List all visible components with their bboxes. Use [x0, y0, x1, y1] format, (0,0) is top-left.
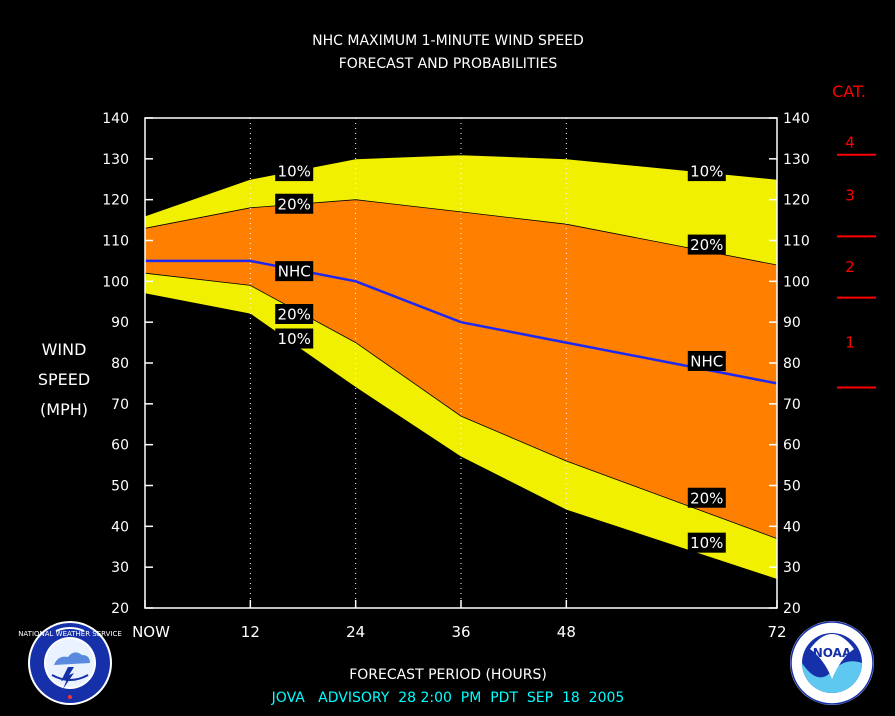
- y-tick-label-left-60: 60: [111, 438, 129, 454]
- band-label-box-5: [687, 161, 726, 182]
- band-label-1: 20%: [275, 193, 314, 214]
- category-label-3: 3: [845, 187, 855, 205]
- band-labels: 10% 20% NHC 20% 10% 10% 20% NHC 20% 10%: [275, 161, 726, 553]
- band-label-4: 10%: [275, 328, 314, 349]
- band-label-text-3: 20%: [278, 306, 311, 324]
- y-tick-label-right-20: 20: [783, 601, 801, 617]
- band-label-2: NHC: [275, 261, 314, 282]
- y-tick-label-left-140: 140: [102, 111, 129, 127]
- y-tick-label-left-90: 90: [111, 315, 129, 331]
- x-tick-label-48: 48: [557, 623, 576, 641]
- y-tick-label-left-70: 70: [111, 397, 129, 413]
- y-tick-label-right-80: 80: [783, 356, 801, 372]
- band-label-text-0: 10%: [278, 163, 311, 181]
- category-title: CAT.: [832, 82, 866, 101]
- y-tick-label-right-90: 90: [783, 315, 801, 331]
- band-label-text-1: 20%: [278, 195, 311, 213]
- band-label-box-1: [275, 193, 314, 214]
- band-label-5: 10%: [687, 161, 726, 182]
- x-tick-label-12: 12: [241, 623, 260, 641]
- band-label-box-9: [687, 532, 726, 553]
- y-axis-left: 20 30 40 50 60 70 80 90 100 110 120 130 140: [102, 111, 153, 617]
- y-axis-label-line-1: WIND: [42, 340, 87, 359]
- y-tick-label-right-60: 60: [783, 438, 801, 454]
- y-tick-label-right-40: 40: [783, 519, 801, 535]
- band-label-text-2: NHC: [278, 263, 311, 281]
- x-axis-label: FORECAST PERIOD (HOURS): [349, 667, 547, 683]
- band-label-box-8: [687, 487, 726, 508]
- upper-20pct-edge: [144, 199, 778, 266]
- band-label-8: 20%: [687, 487, 726, 508]
- probability-bands: [144, 154, 778, 580]
- y-tick-label-left-100: 100: [102, 274, 129, 290]
- band-label-text-5: 10%: [690, 163, 723, 181]
- y-tick-label-left-120: 120: [102, 193, 129, 209]
- y-tick-label-left-130: 130: [102, 152, 129, 168]
- nws-logo: NATIONAL WEATHER SERVICE: [18, 621, 122, 705]
- x-tick-label-0: NOW: [132, 623, 170, 641]
- y-tick-label-left-40: 40: [111, 519, 129, 535]
- band-label-text-8: 20%: [690, 489, 723, 507]
- y-tick-label-left-80: 80: [111, 356, 129, 372]
- y-tick-label-right-120: 120: [783, 193, 810, 209]
- band-label-text-4: 10%: [278, 330, 311, 348]
- y-tick-label-right-130: 130: [783, 152, 810, 168]
- y-tick-label-right-100: 100: [783, 274, 810, 290]
- y-axis-label-line-2: SPEED: [38, 370, 90, 389]
- nhc-forecast-line: [145, 259, 778, 385]
- band-label-box-4: [275, 328, 314, 349]
- band-label-text-7: NHC: [690, 352, 723, 370]
- category-label-2: 2: [845, 258, 855, 276]
- category-label-4: 4: [845, 134, 855, 152]
- x-gridlines: [249, 118, 567, 608]
- band-label-3: 20%: [275, 304, 314, 324]
- x-tick-label-24: 24: [346, 623, 365, 641]
- nhc-forecast-line-group: [145, 259, 778, 385]
- y-tick-label-right-30: 30: [783, 560, 801, 576]
- band-label-box-0: [275, 161, 314, 182]
- y-tick-label-right-70: 70: [783, 397, 801, 413]
- upper-10pct-edge: [144, 154, 778, 217]
- chart-title-line-1: NHC MAXIMUM 1-MINUTE WIND SPEED: [312, 33, 584, 49]
- x-tick-label-36: 36: [451, 623, 470, 641]
- y-axis-right: 20 30 40 50 60 70 80 90 100 110 120 130 140: [769, 111, 810, 617]
- category-scale: 1 2 3 4: [837, 134, 876, 389]
- lower-10pct-edge: [144, 293, 778, 580]
- y-tick-label-right-110: 110: [783, 234, 810, 250]
- y-tick-label-left-20: 20: [111, 601, 129, 617]
- band-label-text-9: 10%: [690, 534, 723, 552]
- band-label-9: 10%: [687, 532, 726, 553]
- band-label-text-6: 20%: [690, 236, 723, 254]
- y-tick-label-left-30: 30: [111, 560, 129, 576]
- band-label-7: NHC: [687, 350, 726, 371]
- noaa-logo: NOAA: [790, 621, 874, 705]
- x-tick-label-72: 72: [767, 623, 786, 641]
- y-tick-label-right-140: 140: [783, 111, 810, 127]
- x-axis: NOW 12 24 36 48 72: [132, 600, 787, 641]
- category-label-1: 1: [845, 334, 855, 352]
- nws-logo-arc-text: NATIONAL WEATHER SERVICE: [18, 630, 122, 638]
- band-label-box-6: [687, 234, 726, 255]
- band-label-box-7: [687, 350, 726, 371]
- band-label-box-2: [275, 261, 314, 282]
- lower-20pct-edge: [144, 272, 778, 539]
- chart-title-line-2: FORECAST AND PROBABILITIES: [339, 56, 558, 72]
- noaa-logo-text: NOAA: [813, 646, 852, 660]
- band-label-0: 10%: [275, 161, 314, 182]
- band-label-6: 20%: [687, 234, 726, 255]
- y-tick-label-left-110: 110: [102, 234, 129, 250]
- band-label-box-3: [275, 304, 314, 324]
- y-axis-label-line-3: (MPH): [40, 400, 88, 419]
- y-tick-label-right-50: 50: [783, 479, 801, 495]
- advisory-footer: JOVA ADVISORY 28 2:00 PM PDT SEP 18 2005: [271, 690, 625, 706]
- inner-probability-band: [145, 199, 777, 539]
- y-tick-label-left-50: 50: [111, 479, 129, 495]
